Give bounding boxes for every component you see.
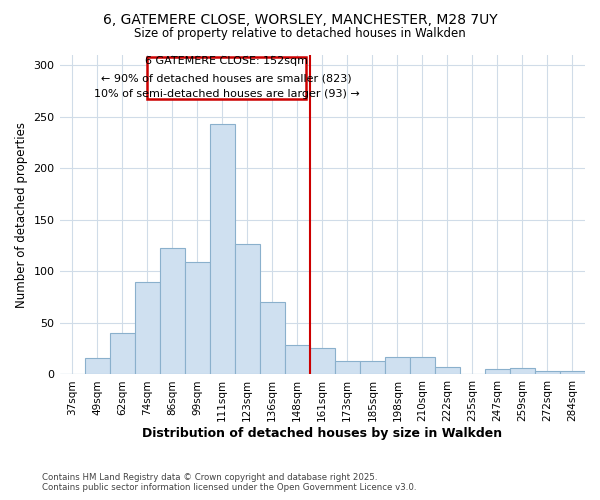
- Bar: [410, 357, 435, 374]
- Bar: [510, 368, 535, 374]
- Text: Size of property relative to detached houses in Walkden: Size of property relative to detached ho…: [134, 28, 466, 40]
- Y-axis label: Number of detached properties: Number of detached properties: [15, 122, 28, 308]
- Bar: [160, 248, 185, 374]
- Bar: [435, 367, 460, 374]
- Bar: [560, 372, 585, 374]
- Bar: [235, 244, 260, 374]
- Text: 10% of semi-detached houses are larger (93) →: 10% of semi-detached houses are larger (…: [94, 88, 359, 99]
- Text: 6 GATEMERE CLOSE: 152sqm: 6 GATEMERE CLOSE: 152sqm: [145, 56, 308, 66]
- Bar: [185, 262, 209, 374]
- Text: 6, GATEMERE CLOSE, WORSLEY, MANCHESTER, M28 7UY: 6, GATEMERE CLOSE, WORSLEY, MANCHESTER, …: [103, 12, 497, 26]
- Bar: [335, 361, 360, 374]
- Bar: [310, 348, 335, 374]
- Text: ← 90% of detached houses are smaller (823): ← 90% of detached houses are smaller (82…: [101, 73, 352, 83]
- Bar: [134, 282, 160, 374]
- Bar: [385, 357, 410, 374]
- Bar: [285, 344, 310, 374]
- Bar: [360, 361, 385, 374]
- Bar: [260, 302, 285, 374]
- Bar: [209, 124, 235, 374]
- Text: Contains HM Land Registry data © Crown copyright and database right 2025.
Contai: Contains HM Land Registry data © Crown c…: [42, 473, 416, 492]
- Bar: [535, 372, 560, 374]
- X-axis label: Distribution of detached houses by size in Walkden: Distribution of detached houses by size …: [142, 427, 502, 440]
- Bar: [85, 358, 110, 374]
- Bar: [110, 333, 134, 374]
- FancyBboxPatch shape: [147, 57, 306, 100]
- Bar: [485, 370, 510, 374]
